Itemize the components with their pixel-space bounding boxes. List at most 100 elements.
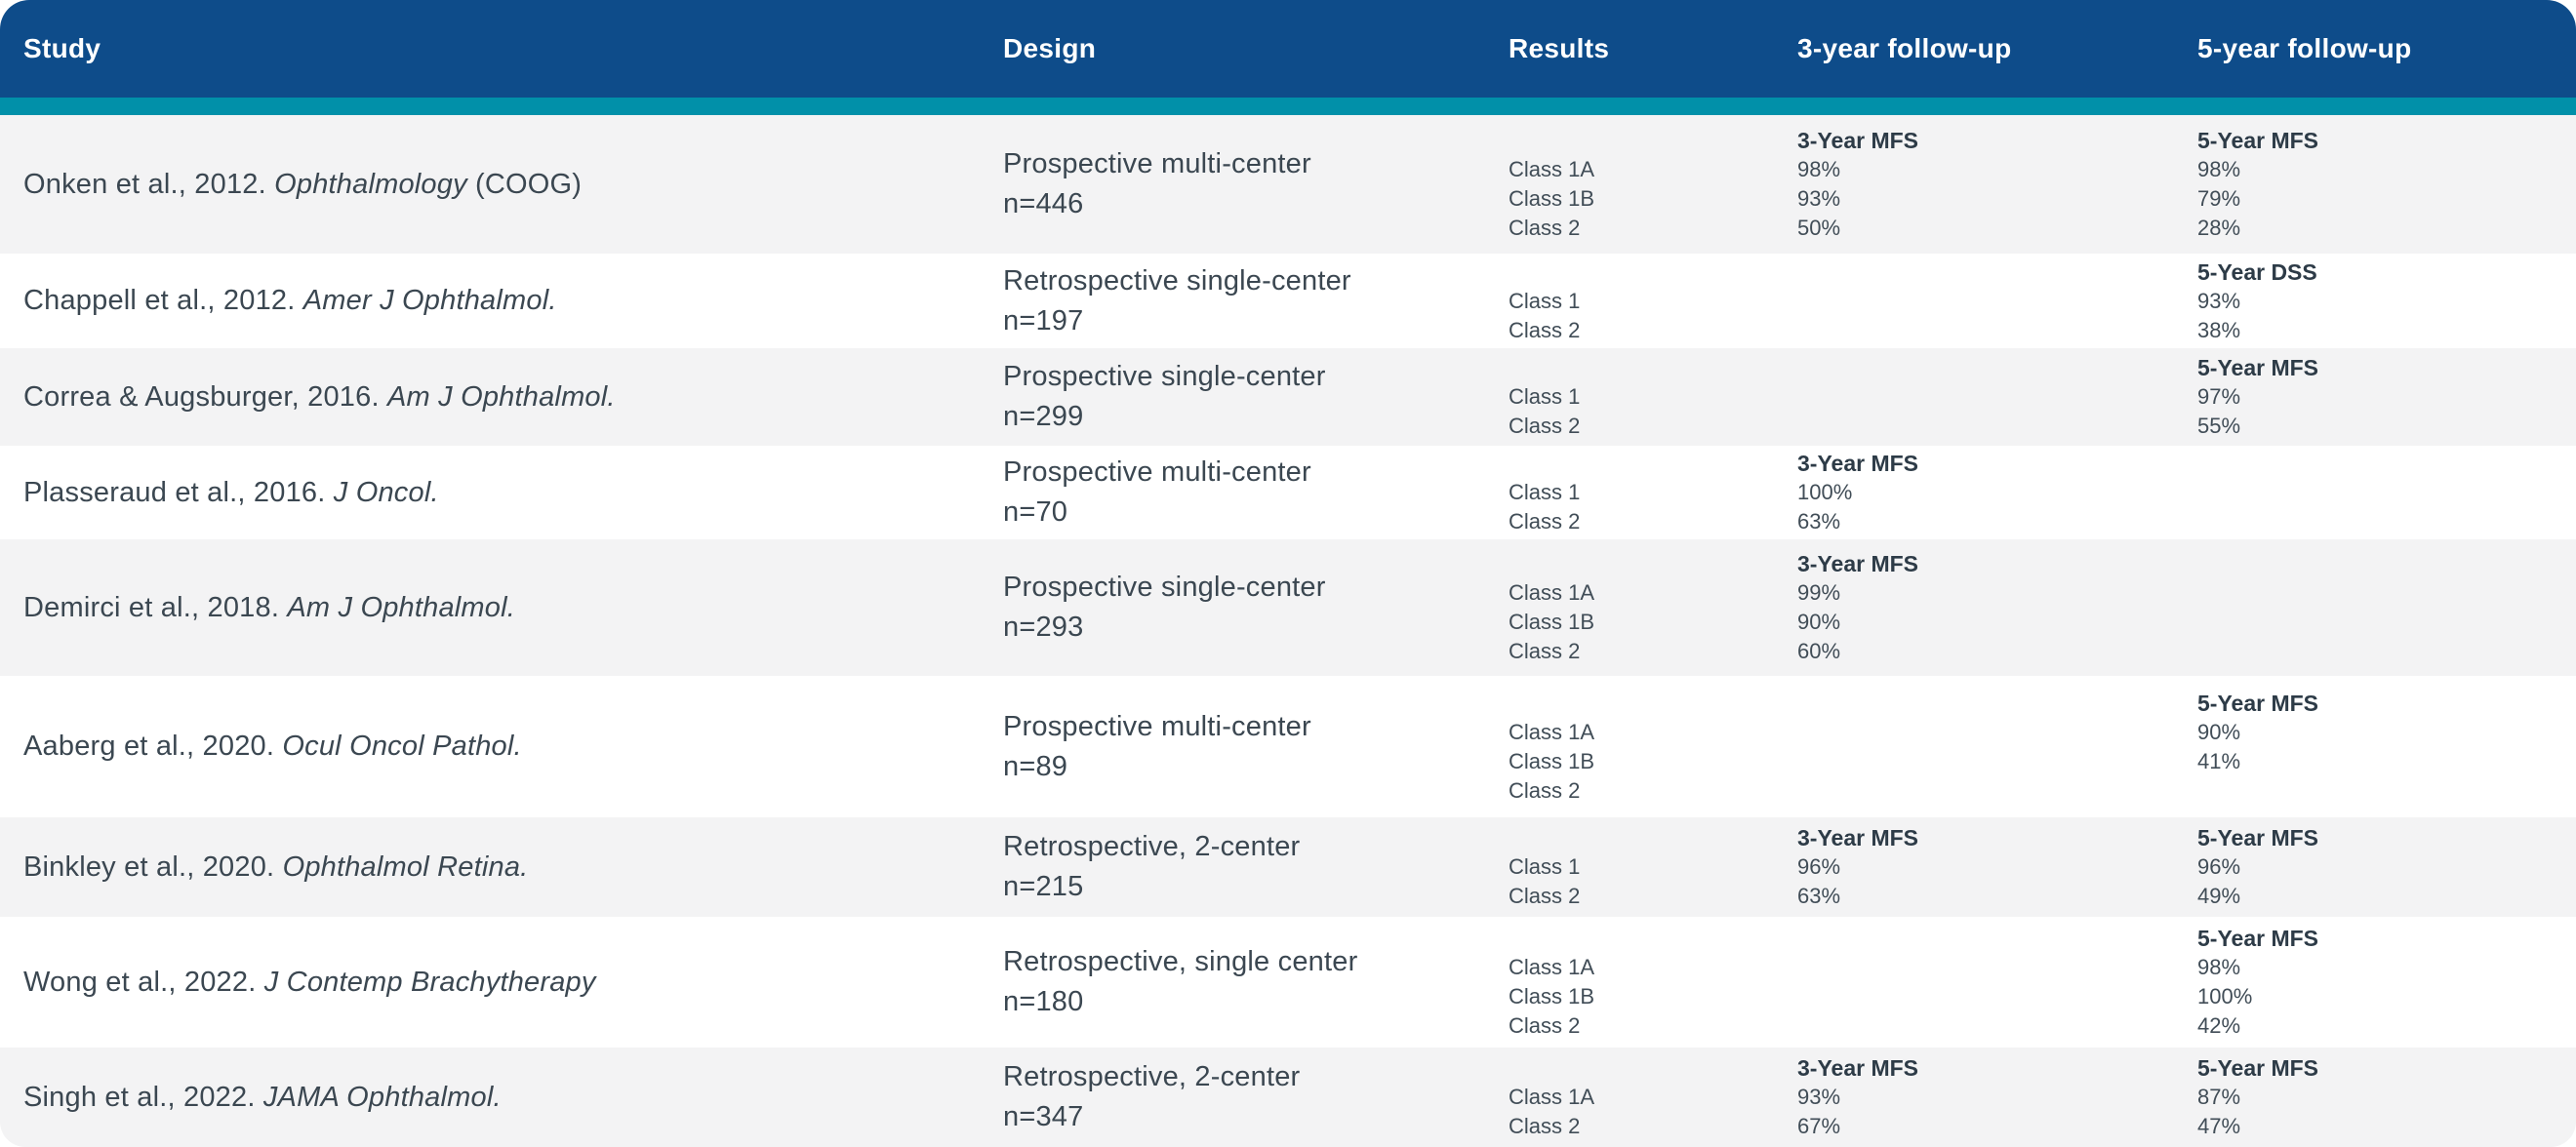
result-class-label: Class 2 [1509,639,1581,663]
followup-3yr-value: 60% [1797,639,1841,663]
study-journal-italic: Amer J Ophthalmol. [302,285,557,316]
design-sample-size: n=215 [1003,871,1084,902]
study-cell: Plasseraud et al., 2016. J Oncol. [0,477,1003,509]
design-cell: Retrospective single-center n=197 [1003,261,1509,341]
result-class-label: Class 1 [1509,854,1581,879]
design-type-line: Prospective multi-center [1003,148,1311,179]
result-class-label: Class 1B [1509,748,1595,773]
followup-5yr-value: 28% [2197,216,2241,240]
design-sample-size: n=89 [1003,750,1068,782]
followup-3yr-value: 90% [1797,610,1841,634]
result-class-label: Class 1B [1509,984,1595,1009]
followup-3yr-value: 93% [1797,1085,1841,1109]
design-cell: Prospective multi-center n=89 [1003,707,1509,787]
followup-5yr-header: 5-Year MFS [2197,926,2318,951]
study-journal-italic: Ophthalmol Retina. [282,850,529,883]
followup-3yr-value: 99% [1797,580,1841,605]
study-cell: Wong et al., 2022. J Contemp Brachythera… [0,967,1003,999]
result-class-label: Class 1A [1509,719,1595,744]
study-journal-italic: J Oncol. [333,476,439,508]
results-followup-grid: 3-Year MFS 5-Year MFS Class 1 Class 2 96% 63%… [1509,823,2576,911]
study-journal-italic: J Contemp Brachytherapy [263,966,596,998]
study-journal-italic: Ophthalmology [274,168,467,200]
followup-5yr-header: 5-Year MFS [2197,1055,2318,1081]
design-type-line: Prospective multi-center [1003,456,1311,488]
result-class-label: Class 1A [1509,580,1595,605]
study-citation-text: Correa & Augsburger, 2016. [23,380,387,413]
design-sample-size: n=446 [1003,188,1084,219]
results-followup-grid: 3-Year MFS Class 1A Class 1B Class 2 99% 90% 6… [1509,549,2576,666]
result-class-label: Class 2 [1509,509,1581,534]
followup-5yr-header: 5-Year MFS [2197,355,2318,380]
followup-5yr-value: 90% [2197,719,2241,744]
design-type-line: Prospective single-center [1003,361,1326,392]
result-class-label: Class 1A [1509,157,1595,181]
followup-5yr-header: 5-Year DSS [2197,258,2317,285]
study-cell: Aaberg et al., 2020. Ocul Oncol Pathol. [0,731,1003,763]
results-followup-grid: 3-Year MFS Class 1 Class 2 100% 63% [1509,449,2576,536]
result-class-label: Class 1B [1509,186,1595,211]
study-citation-text: Singh et al., 2022. [23,1081,263,1113]
results-followup-grid: 5-Year MFS Class 1 Class 2 97% 55% [1509,353,2576,441]
study-citation-text: Demirci et al., 2018. [23,591,288,623]
design-cell: Prospective single-center n=293 [1003,568,1509,648]
study-cell: Chappell et al., 2012. Amer J Ophthalmol… [0,285,1003,317]
column-header-study: Study [23,33,101,63]
followup-3yr-value: 63% [1797,509,1841,534]
design-type-line: Retrospective, 2-center [1003,1061,1301,1092]
result-class-label: Class 2 [1509,884,1581,908]
followup-3yr-value: 63% [1797,884,1841,908]
result-class-label: Class 1 [1509,384,1581,409]
result-class-label: Class 2 [1509,777,1581,803]
followup-3yr-value: 96% [1797,854,1841,879]
followup-3yr-header: 3-Year MFS [1797,128,1918,153]
design-cell: Prospective multi-center n=70 [1003,453,1509,533]
followup-5yr-value: 98% [2197,157,2241,181]
followup-3yr-value: 98% [1797,157,1841,181]
followup-5yr-header: 5-Year MFS [2197,128,2318,153]
followup-5yr-value: 96% [2197,854,2241,879]
study-cell: Binkley et al., 2020. Ophthalmol Retina. [0,851,1003,884]
followup-5yr-value: 47% [2197,1114,2241,1138]
design-cell: Prospective single-center n=299 [1003,357,1509,437]
followup-5yr-header: 5-Year MFS [2197,690,2318,716]
results-followup-grid: 5-Year MFS Class 1A Class 1B Class 2 98% 100%… [1509,924,2576,1041]
design-cell: Retrospective, single center n=180 [1003,942,1509,1022]
followup-3yr-header: 3-Year MFS [1797,1055,1918,1081]
study-citation-text: Onken et al., 2012. [23,168,275,200]
study-citation-text: Wong et al., 2022. [23,966,264,998]
followup-5yr-value: 98% [2197,955,2241,979]
study-journal-italic: Ocul Oncol Pathol. [282,731,522,762]
study-journal-italic: JAMA Ophthalmol. [262,1081,502,1113]
design-sample-size: n=347 [1003,1101,1084,1132]
study-cell: Singh et al., 2022. JAMA Ophthalmol. [0,1082,1003,1114]
table-row: Aaberg et al., 2020. Ocul Oncol Pathol. P… [0,676,2576,817]
table-row: Onken et al., 2012. Ophthalmology (COOG)… [0,115,2576,254]
study-citation-text: Plasseraud et al., 2016. [23,476,334,508]
design-type-line: Retrospective, single center [1003,946,1358,977]
study-cell: Demirci et al., 2018. Am J Ophthalmol. [0,592,1003,624]
design-type-line: Prospective multi-center [1003,710,1311,742]
followup-3yr-value: 93% [1797,186,1841,211]
study-cell: Correa & Augsburger, 2016. Am J Ophthalm… [0,381,1003,414]
result-class-label: Class 2 [1509,1013,1581,1038]
followup-5yr-value: 97% [2197,384,2241,409]
study-citation-text: Binkley et al., 2020. [23,850,283,883]
followup-5yr-header: 5-Year MFS [2197,825,2318,850]
design-sample-size: n=180 [1003,986,1084,1017]
followup-3yr-header: 3-Year MFS [1797,451,1918,476]
results-followup-grid: 5-Year MFS Class 1A Class 1B Class 2 90% 41% [1509,689,2576,806]
result-class-label: Class 2 [1509,414,1581,438]
followup-5yr-value: 93% [2197,288,2241,313]
result-class-label: Class 1B [1509,610,1595,634]
result-class-label: Class 2 [1509,317,1581,342]
followup-3yr-value: 67% [1797,1114,1841,1138]
followup-5yr-value: 42% [2197,1013,2241,1038]
result-class-label: Class 1 [1509,480,1581,504]
result-class-label: Class 1A [1509,1085,1595,1109]
followup-3yr-header: 3-Year MFS [1797,825,1918,850]
design-cell: Retrospective, 2-center n=215 [1003,827,1509,907]
result-class-label: Class 2 [1509,216,1581,240]
study-suffix: (COOG) [466,168,583,200]
